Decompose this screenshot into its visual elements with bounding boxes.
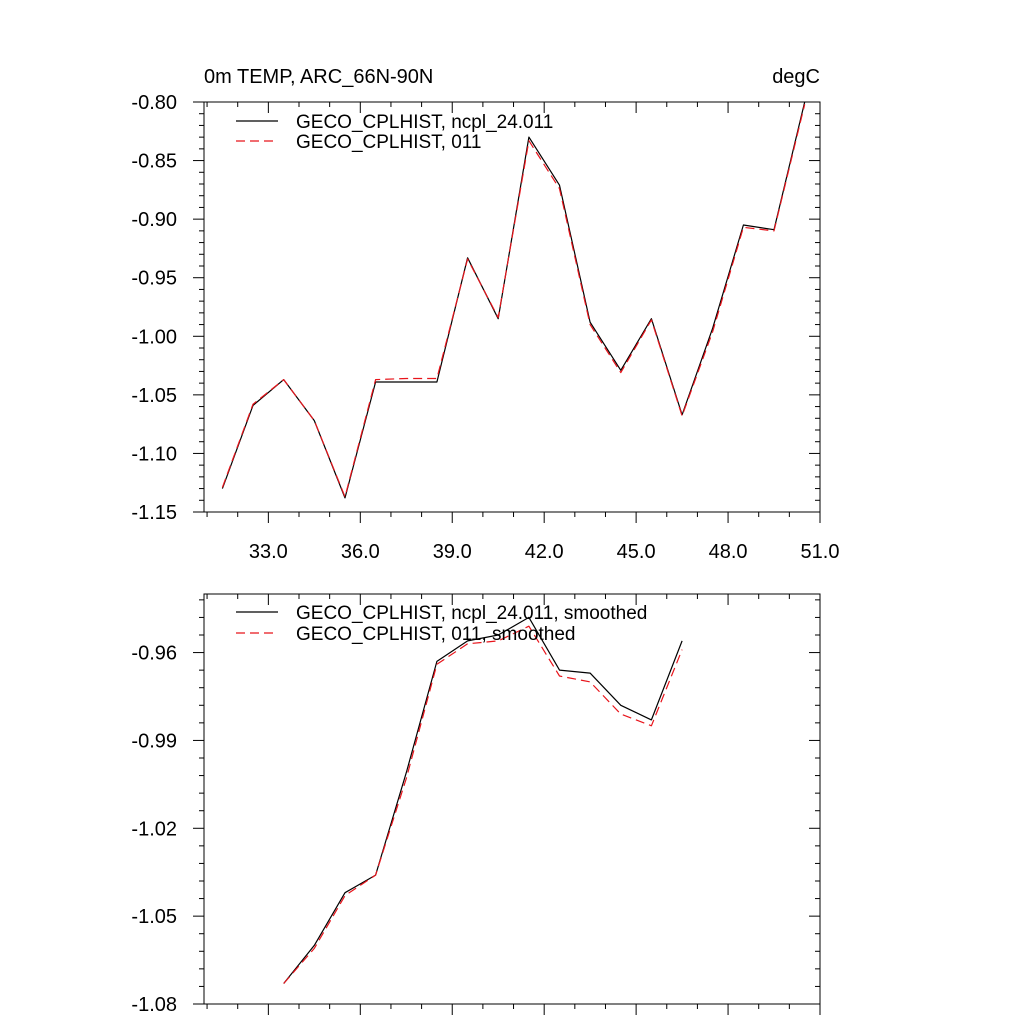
legend-label-2: GECO_CPLHIST, 011, smoothed xyxy=(296,624,576,645)
y-tick-label: -0.90 xyxy=(131,209,177,231)
series-line-2 xyxy=(283,625,683,984)
y-tick-label: -1.05 xyxy=(131,906,177,928)
y-tick-label: -1.10 xyxy=(131,443,177,465)
x-tick-label: 33.0 xyxy=(249,541,288,563)
plot-frame xyxy=(203,101,821,513)
top-chart-title: 0m TEMP, ARC_66N-90N xyxy=(204,66,433,88)
x-tick-label: 48.0 xyxy=(709,541,748,563)
legend-label-2: GECO_CPLHIST, 011 xyxy=(296,132,482,153)
y-tick-label: -0.96 xyxy=(131,643,177,665)
y-tick-label: -0.99 xyxy=(131,730,177,752)
top-chart-panel: 33.0 36.0 39.0 42.0 45.0 48.0 51.0 -1.15 -1.10 -1… xyxy=(131,92,839,563)
y-tick-label: -0.85 xyxy=(131,151,177,173)
x-tick-label: 51.0 xyxy=(801,541,840,563)
y-tick-label: -1.05 xyxy=(131,385,177,407)
plot-frame xyxy=(203,593,821,1005)
series-line-1 xyxy=(283,616,683,984)
bottom-chart-panel: -1.08 -1.05 -1.02 -0.99 -0.96 GECO_CPLHIST, n… xyxy=(131,593,821,1016)
x-tick-label: 45.0 xyxy=(617,541,656,563)
y-tick-label: -1.08 xyxy=(131,994,177,1016)
series-line-2 xyxy=(221,104,806,498)
y-tick-label: -1.15 xyxy=(131,502,177,524)
x-tick-label: 39.0 xyxy=(433,541,472,563)
y-tick-label: -0.95 xyxy=(131,268,177,290)
top-chart-units: degC xyxy=(772,66,820,88)
legend-label-1: GECO_CPLHIST, ncpl_24.011, smoothed xyxy=(296,603,647,624)
legend-label-1: GECO_CPLHIST, ncpl_24.011 xyxy=(296,112,553,133)
y-tick-label: -1.00 xyxy=(131,326,177,348)
x-tick-label: 42.0 xyxy=(525,541,564,563)
series-line-1 xyxy=(221,101,806,499)
x-tick-label: 36.0 xyxy=(341,541,380,563)
y-tick-label: -1.02 xyxy=(131,818,177,840)
y-tick-label: -0.80 xyxy=(131,92,177,114)
